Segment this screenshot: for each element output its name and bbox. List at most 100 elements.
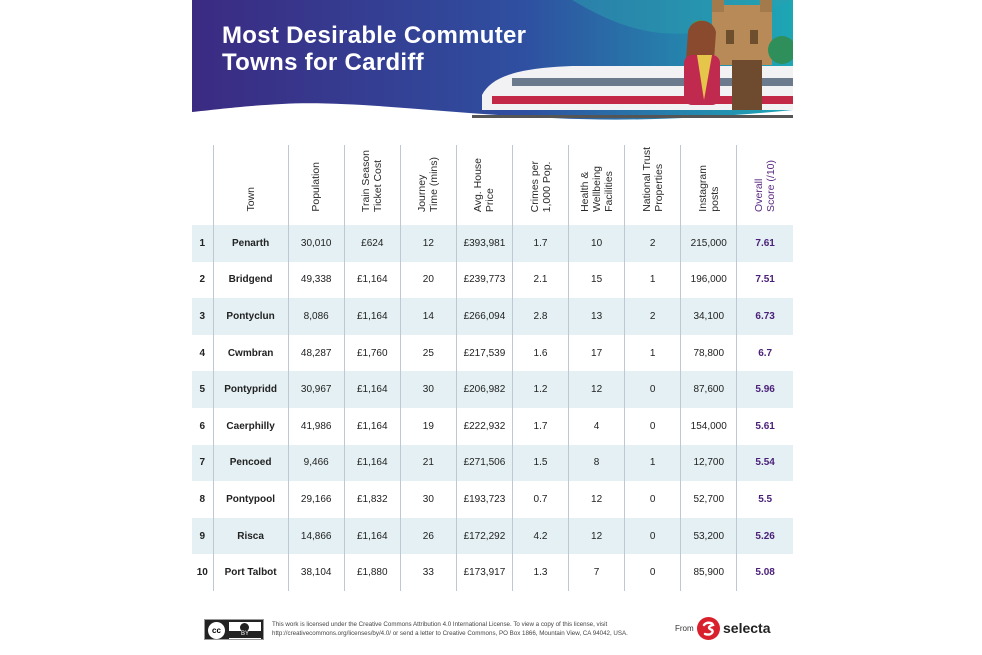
table-row: 10 Port Talbot 38,104 £1,880 33 £173,917 1.3 7 0…: [192, 554, 793, 591]
score-cell: 5.54: [736, 444, 793, 482]
column-header-label: Town: [244, 187, 257, 212]
column-header-label: Overall Score (/10): [753, 160, 778, 212]
table-cell: £193,723: [455, 481, 513, 518]
table-cell: 26: [399, 517, 457, 555]
column-header-10: Overall Score (/10): [736, 145, 793, 225]
column-header-label: National Trust Properties: [640, 147, 665, 212]
column-header-label: Train Season Ticket Cost: [360, 149, 385, 212]
table-cell: 12: [399, 225, 457, 262]
rank-cell: 5: [192, 371, 214, 408]
table-cell: 1.6: [511, 334, 569, 372]
attribution-person-icon: [240, 623, 249, 632]
table-cell: 9,466: [287, 444, 345, 482]
table-cell: £1,760: [343, 334, 401, 372]
rank-cell: 4: [199, 347, 206, 359]
table-cell: 33: [399, 554, 457, 591]
rank-cell: 6: [199, 420, 206, 432]
table-cell: 29,166: [287, 481, 345, 518]
table-row: 5 Pontypridd 30,967 £1,164 30 £206,982 1.2 12 0 8…: [192, 371, 793, 408]
score-cell: 6.7: [736, 334, 793, 372]
table-cell: £1,880: [343, 554, 401, 591]
table-cell: 0: [624, 517, 681, 555]
table-body: 1 Penarth 30,010 £624 12 £393,981 1.7 10 2 215,00…: [192, 225, 793, 591]
score-cell: 5.61: [736, 407, 793, 445]
table-cell: 12: [568, 481, 625, 518]
column-header-label: Health & Wellbeing Facilities: [578, 166, 615, 212]
table-row: 4 Cwmbran 48,287 £1,760 25 £217,539 1.6 17 1 78,8…: [192, 334, 793, 372]
table-cell: 8,086: [287, 298, 345, 335]
town-cell: Penarth: [212, 225, 289, 262]
score-cell: 5.08: [736, 554, 793, 591]
town-cell: Pencoed: [212, 444, 289, 482]
score-cell: 7.51: [736, 261, 793, 299]
table-cell: £1,164: [343, 261, 401, 299]
table-cell: £1,164: [343, 371, 401, 408]
infographic-card: Most Desirable Commuter Towns for Cardif…: [192, 0, 793, 655]
by-label: BY: [229, 631, 261, 638]
page-title: Most Desirable Commuter Towns for Cardif…: [222, 22, 526, 76]
title-line-1: Most Desirable Commuter: [222, 22, 527, 49]
table-cell: 10: [568, 225, 625, 262]
table-cell: £271,506: [455, 444, 513, 482]
table-cell: 20: [399, 261, 457, 299]
table-cell: 30: [399, 371, 457, 408]
table-cell: £393,981: [455, 225, 513, 262]
table-row: 8 Pontypool 29,166 £1,832 30 £193,723 0.7 12 0 52…: [192, 481, 793, 518]
column-header-5: Avg. House Price: [455, 145, 513, 225]
table-cell: £1,164: [343, 407, 401, 445]
table-cell: £173,917: [455, 554, 513, 591]
ranking-table: Town Population Train Season Ticket Cost Jo…: [192, 145, 793, 591]
table-cell: 215,000: [680, 225, 737, 262]
table-cell: 1: [624, 261, 681, 299]
column-header-8: National Trust Properties: [624, 145, 681, 225]
table-cell: £206,982: [455, 371, 513, 408]
table-cell: 13: [568, 298, 625, 335]
selecta-logo-text[interactable]: selecta: [723, 620, 771, 636]
table-cell: £624: [343, 225, 401, 262]
table-cell: 48,287: [287, 334, 345, 372]
column-header-4: Journey Time (mins): [399, 145, 457, 225]
town-cell: Bridgend: [212, 261, 289, 299]
table-cell: 2: [624, 225, 681, 262]
table-row: 7 Pencoed 9,466 £1,164 21 £271,506 1.5 8 1 12,700…: [192, 444, 793, 482]
table-cell: £1,164: [343, 444, 401, 482]
column-header-label: Population: [310, 162, 323, 212]
table-cell: 14,866: [287, 517, 345, 555]
town-cell: Pontyclun: [212, 298, 289, 335]
column-header-0: [192, 145, 213, 225]
ranking-table-container: Town Population Train Season Ticket Cost Jo…: [192, 145, 793, 591]
table-cell: 49,338: [287, 261, 345, 299]
score-cell: 6.73: [736, 298, 793, 335]
rank-cell: 7: [192, 444, 214, 482]
banner-illustration: [192, 0, 793, 120]
from-label: From: [675, 624, 694, 633]
license-text: This work is licensed under the Creative…: [272, 621, 628, 637]
table-cell: 34,100: [680, 298, 737, 335]
title-line-2: Towns for Cardiff: [222, 49, 424, 76]
table-cell: £1,164: [343, 517, 401, 555]
table-cell: 87,600: [680, 371, 737, 408]
creative-commons-badge[interactable]: cc BY: [204, 619, 264, 640]
table-cell: 12: [568, 517, 625, 555]
column-header-6: Crimes per 1,000 Pop.: [511, 145, 569, 225]
table-cell: £1,164: [343, 298, 401, 335]
column-header-label: Avg. House Price: [472, 157, 497, 212]
column-header-label: Journey Time (mins): [416, 156, 441, 212]
table-cell: 25: [399, 334, 457, 372]
table-cell: £266,094: [455, 298, 513, 335]
table-cell: £172,292: [455, 517, 513, 555]
column-header-3: Train Season Ticket Cost: [343, 145, 401, 225]
column-header-label: Instagram posts: [696, 165, 721, 212]
table-cell: 53,200: [680, 517, 737, 555]
table-cell: 0: [624, 407, 681, 445]
table-cell: 52,700: [680, 481, 737, 518]
rank-cell: 1: [192, 225, 214, 262]
table-cell: 21: [399, 444, 457, 482]
footer: cc BY This work is licensed under the Cr…: [192, 612, 793, 652]
table-cell: 85,900: [680, 554, 737, 591]
town-cell: Cwmbran: [212, 334, 289, 372]
column-header-1: Town: [212, 145, 289, 225]
table-cell: £217,539: [455, 334, 513, 372]
table-cell: 12,700: [680, 444, 737, 482]
rank-cell: 10: [196, 567, 208, 579]
